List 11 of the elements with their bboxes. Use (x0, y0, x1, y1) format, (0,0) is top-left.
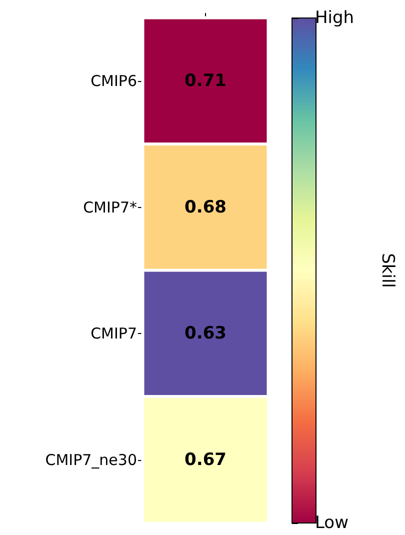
y-tick-label: CMIP6 (90, 72, 137, 90)
data-label: 0.63 (184, 324, 226, 344)
data-label: 0.68 (184, 197, 226, 218)
y-tick-label: CMIP7_ne30 (45, 450, 137, 469)
color-bar-label: High (315, 8, 354, 28)
data-label: 0.67 (184, 450, 226, 470)
y-tick-label: CMIP7* (83, 198, 138, 216)
color-bar-title: Skill (378, 253, 398, 288)
y-tick-label: CMIP7 (90, 324, 137, 343)
color-bar-label: Low (315, 513, 349, 533)
data-label: 0.71 (184, 71, 226, 92)
